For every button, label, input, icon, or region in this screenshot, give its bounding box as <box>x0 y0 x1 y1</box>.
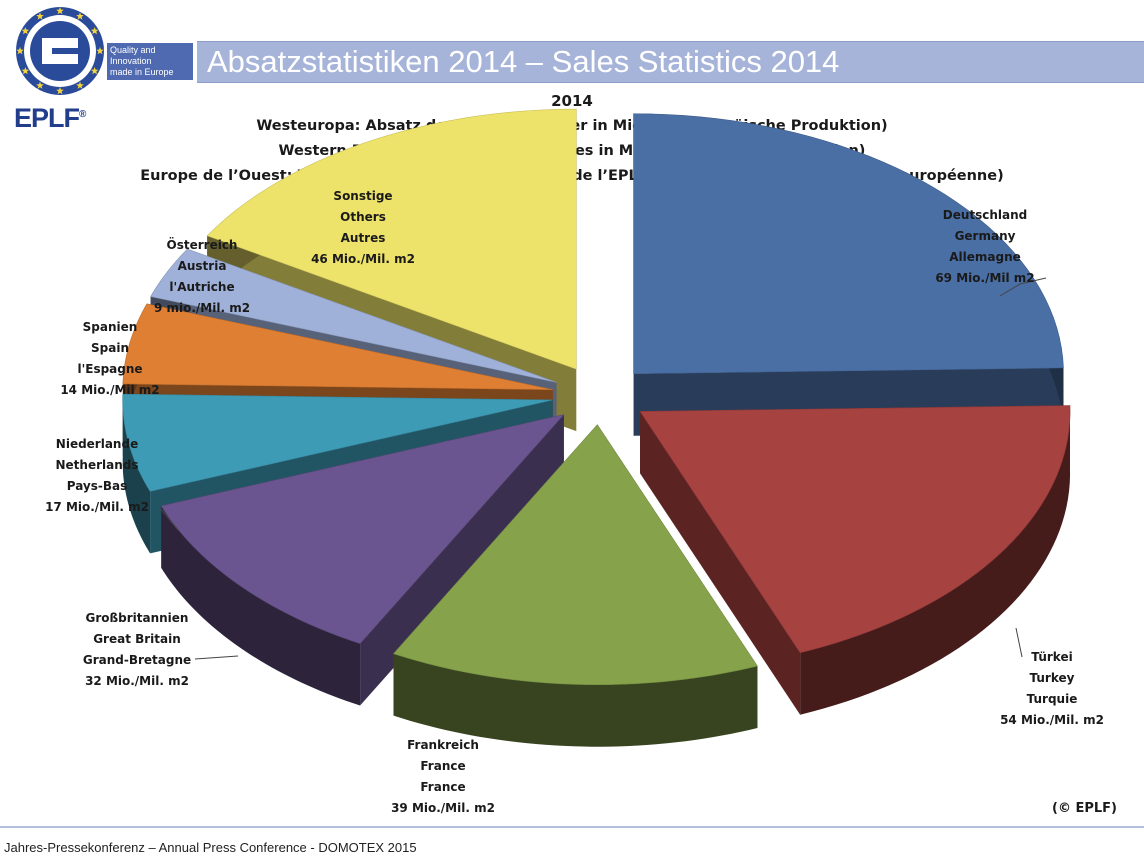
slice-label-line: l'Autriche <box>169 280 234 294</box>
slice-label-line: 69 Mio./Mil m2 <box>935 271 1034 285</box>
slice-label-line: Turquie <box>1027 692 1078 706</box>
slice-label-line: Turkey <box>1030 671 1075 685</box>
copyright-note: (© EPLF) <box>1052 801 1117 816</box>
slice-label-line: Austria <box>178 259 227 273</box>
logo-tagline: Quality and Innovation made in Europe <box>107 43 193 80</box>
slice-label-line: Netherlands <box>55 458 138 472</box>
slice-label-niederlande: Niederlande Netherlands Pays-Bas 17 Mio./Mi… <box>45 437 179 531</box>
slice-label-line: France <box>420 759 465 773</box>
slice-label-line: 32 Mio./Mil. m2 <box>85 674 189 688</box>
slice-label-sonstige: Sonstige Others Autres 46 Mio./Mil. m2 <box>311 189 415 266</box>
slice-label-line: Deutschland <box>943 208 1028 222</box>
slice-label-großbritannien: Großbritannien Great Britain Grand-Bretagn… <box>83 611 239 688</box>
pie-slice-frankreich <box>393 424 758 747</box>
slice-label-line: 46 Mio./Mil. m2 <box>311 252 415 266</box>
slice-label-spanien: Spanien Spain l'Espagne 14 Mio./Mil m2 <box>60 320 159 397</box>
slice-label-line: Autres <box>341 231 386 245</box>
slice-label-line: l'Espagne <box>77 362 142 376</box>
slice-label-line: Spanien <box>83 320 138 334</box>
slice-label-line: Pays-Bas <box>67 479 128 493</box>
slice-label-line: 9 mio./Mil. m2 <box>154 301 250 315</box>
slice-label-line: Sonstige <box>333 189 392 203</box>
slice-label-line: Germany <box>955 229 1016 243</box>
slice-label-line: 39 Mio./Mil. m2 <box>391 801 495 815</box>
slice-label-österreich: Österreich Austria l'Autriche 9 mio./Mil. m… <box>154 237 250 315</box>
slice-label-line: Great Britain <box>93 632 181 646</box>
slice-label-line: Österreich <box>167 237 238 252</box>
slice-label-türkei: Türkei Turkey Turquie 54 Mio./Mil. m2 <box>1000 627 1104 727</box>
page-title: Absatzstatistiken 2014 – Sales Statistic… <box>207 44 840 79</box>
slice-label-line: France <box>420 780 465 794</box>
footer-divider <box>0 826 1144 828</box>
slice-label-line: Grand-Bretagne <box>83 653 191 667</box>
slice-label-line: Großbritannien <box>86 611 189 625</box>
slice-label-line: Others <box>340 210 386 224</box>
eplf-logo: Quality and Innovation made in Europe EP… <box>0 0 200 133</box>
slice-label-line: 14 Mio./Mil m2 <box>60 383 159 397</box>
slice-label-line: 54 Mio./Mil. m2 <box>1000 713 1104 727</box>
footer-text: Jahres-Pressekonferenz – Annual Press Co… <box>4 840 417 855</box>
title-bar: Absatzstatistiken 2014 – Sales Statistic… <box>197 41 1144 83</box>
slice-label-line: Spain <box>91 341 129 355</box>
eu-stars-icon <box>16 7 104 95</box>
slice-label-line: 17 Mio./Mil. m2 <box>45 500 149 514</box>
pie-slice-türkei <box>639 405 1071 715</box>
slice-label-line: Allemagne <box>949 250 1021 264</box>
slice-label-line: Niederlande <box>56 437 138 451</box>
brand-name: EPLF® <box>14 103 86 133</box>
slice-label-line: Türkei <box>1031 650 1072 664</box>
slice-label-frankreich: Frankreich France France 39 Mio./Mil. m2 <box>391 738 495 815</box>
chart-title-year: 2014 <box>551 92 593 110</box>
slice-label-line: Frankreich <box>407 738 479 752</box>
pie-slice-großbritannien <box>160 414 565 706</box>
slice-label-deutschland: Deutschland Germany Allemagne 69 Mio./Mil m… <box>935 208 1047 297</box>
